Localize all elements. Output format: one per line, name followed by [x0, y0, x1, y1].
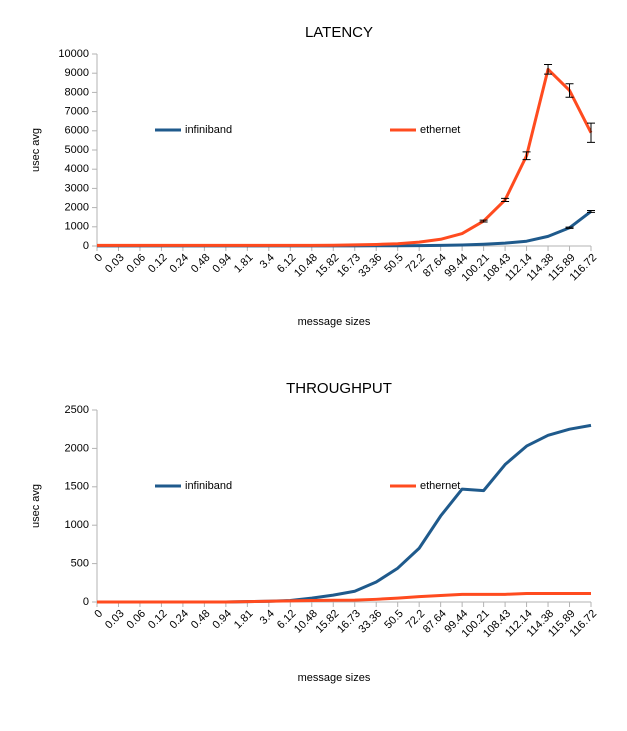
- y-tick-label: 2500: [65, 404, 89, 416]
- x-tick-label: 3.4: [258, 608, 277, 627]
- error-bar: [501, 197, 510, 202]
- error-bar: [565, 83, 574, 98]
- x-tick-label: 0.03: [103, 608, 127, 632]
- x-tick-label: 0.24: [167, 608, 191, 632]
- x-tick-label: 10.48: [292, 252, 320, 280]
- y-tick-label: 2000: [65, 442, 89, 454]
- x-tick-label: 3.4: [258, 252, 277, 271]
- error-bar: [587, 209, 595, 213]
- legend-label: ethernet: [420, 480, 460, 492]
- x-axis-label: message sizes: [298, 316, 371, 328]
- x-tick-label: 0.06: [125, 252, 149, 276]
- x-tick-label: 87.64: [421, 252, 449, 280]
- x-tick-label: 33.36: [356, 252, 384, 280]
- x-tick-label: 1.81: [232, 252, 256, 276]
- x-tick-label: 50.5: [382, 252, 406, 276]
- x-tick-label: 87.64: [421, 608, 449, 636]
- x-tick-label: 0: [92, 608, 105, 621]
- x-tick-label: 0.94: [210, 252, 234, 276]
- x-tick-label: 10.48: [292, 608, 320, 636]
- error-bar: [565, 226, 574, 229]
- x-tick-label: 15.82: [313, 608, 341, 636]
- x-tick-label: 1.81: [232, 608, 256, 632]
- x-tick-label: 0.48: [189, 252, 213, 276]
- y-tick-label: 9000: [65, 67, 89, 79]
- y-axis-label: usec avg: [30, 128, 42, 172]
- x-tick-label: 0: [92, 252, 105, 265]
- y-tick-label: 1500: [65, 481, 89, 493]
- chart-title: THROUGHPUT: [286, 380, 392, 397]
- y-tick-label: 6000: [65, 125, 89, 137]
- y-tick-label: 3000: [65, 182, 89, 194]
- y-tick-label: 8000: [65, 86, 89, 98]
- y-tick-label: 0: [83, 596, 89, 608]
- x-tick-label: 50.5: [382, 608, 406, 632]
- x-tick-label: 0.24: [167, 252, 191, 276]
- series-line: [97, 592, 591, 604]
- x-tick-label: 16.73: [335, 608, 363, 636]
- x-tick-label: 0.94: [210, 608, 234, 632]
- x-tick-label: 0.12: [146, 608, 170, 632]
- y-tick-label: 5000: [65, 144, 89, 156]
- error-bar: [544, 64, 553, 75]
- y-tick-label: 1000: [65, 221, 89, 233]
- y-tick-label: 7000: [65, 106, 89, 118]
- x-tick-label: 15.82: [313, 252, 341, 280]
- y-tick-label: 1000: [65, 519, 89, 531]
- error-bar: [522, 151, 531, 161]
- y-axis-label: usec avg: [30, 484, 42, 528]
- legend-label: ethernet: [420, 124, 460, 136]
- error-bar: [479, 219, 488, 223]
- x-tick-label: 0.48: [189, 608, 213, 632]
- x-tick-label: 33.36: [356, 608, 384, 636]
- series-line: [97, 67, 593, 247]
- y-tick-label: 4000: [65, 163, 89, 175]
- series-line: [97, 210, 592, 248]
- legend-label: infiniband: [185, 480, 232, 492]
- series-line: [97, 423, 592, 604]
- x-tick-label: 0.12: [146, 252, 170, 276]
- x-tick-label: 0.06: [125, 608, 149, 632]
- x-tick-label: 0.03: [103, 252, 127, 276]
- x-axis-label: message sizes: [298, 672, 371, 684]
- x-tick-label: 16.73: [335, 252, 363, 280]
- y-tick-label: 500: [71, 558, 89, 570]
- y-tick-label: 2000: [65, 202, 89, 214]
- chart-title: LATENCY: [305, 24, 373, 41]
- y-tick-label: 0: [83, 240, 89, 252]
- legend-label: infiniband: [185, 124, 232, 136]
- y-tick-label: 10000: [58, 48, 89, 60]
- error-bar: [587, 122, 595, 143]
